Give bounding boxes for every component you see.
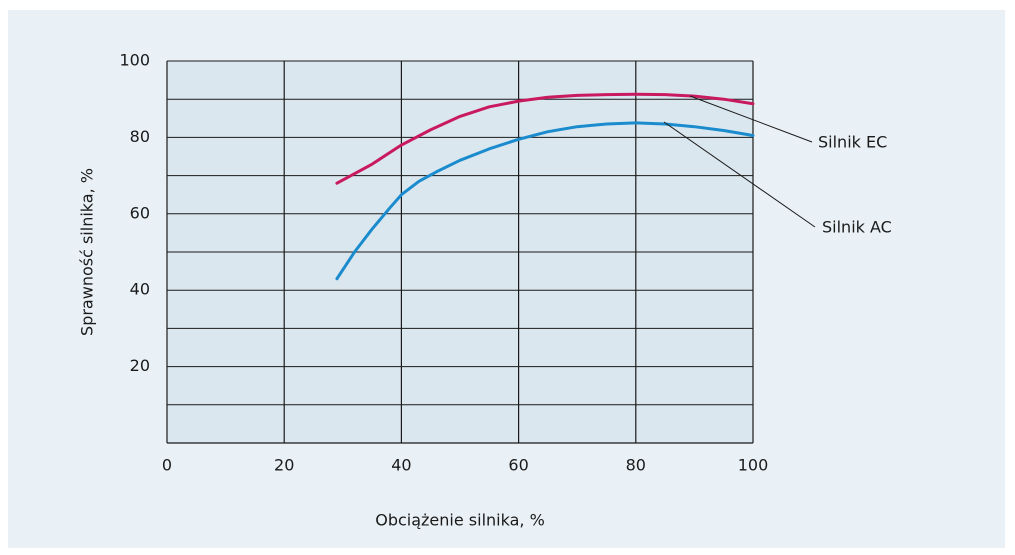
y-axis-title: Sprawność silnika, %: [78, 168, 97, 336]
x-tick-label: 20: [274, 456, 294, 475]
x-tick-label: 0: [162, 456, 172, 475]
x-tick-label: 100: [738, 456, 769, 475]
x-tick-label: 40: [391, 456, 411, 475]
leader-line: [663, 121, 816, 228]
y-tick-label: 40: [130, 280, 150, 299]
y-tick-label: 20: [130, 356, 150, 375]
legend-label: Silnik EC: [818, 133, 887, 152]
y-tick-label: 100: [119, 51, 150, 70]
legend-label: Silnik AC: [822, 218, 892, 237]
series-line: [335, 121, 755, 281]
x-axis-title: Obciążenie silnika, %: [375, 511, 545, 530]
series-line: [335, 92, 755, 185]
leader-line: [689, 95, 813, 143]
y-tick-label: 80: [130, 127, 150, 146]
x-tick-label: 80: [626, 456, 646, 475]
x-tick-label: 60: [508, 456, 528, 475]
y-tick-label: 60: [130, 203, 150, 222]
